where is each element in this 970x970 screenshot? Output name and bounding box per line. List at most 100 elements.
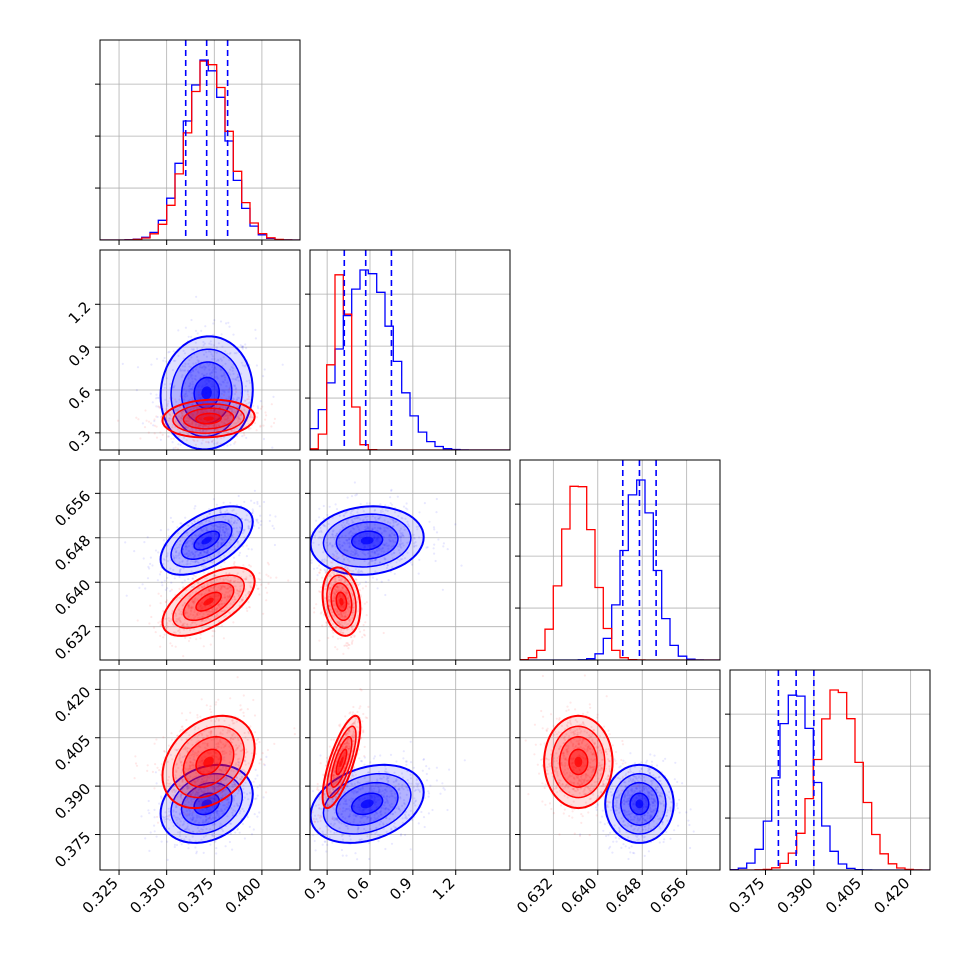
scatter-point xyxy=(225,798,228,802)
scatter-point xyxy=(236,541,239,544)
scatter-point xyxy=(239,526,242,529)
scatter-point xyxy=(211,635,214,638)
scatter-point xyxy=(211,355,214,358)
scatter-point xyxy=(209,409,212,412)
scatter-point xyxy=(316,574,319,577)
scatter-point xyxy=(213,417,216,420)
scatter-point xyxy=(237,592,240,595)
scatter-point xyxy=(375,550,378,553)
scatter-point xyxy=(198,612,201,616)
scatter-point xyxy=(262,763,265,766)
scatter-point xyxy=(249,414,252,417)
scatter-point xyxy=(163,579,166,582)
scatter-point xyxy=(228,596,231,599)
scatter-point xyxy=(230,520,233,523)
scatter-point xyxy=(209,533,212,537)
scatter-point xyxy=(194,443,197,446)
scatter-point xyxy=(196,716,199,719)
scatter-point xyxy=(236,530,239,533)
scatter-point xyxy=(194,374,197,378)
scatter-point xyxy=(379,548,382,551)
scatter-point xyxy=(201,586,204,590)
scatter-point xyxy=(336,552,339,555)
scatter-point xyxy=(187,847,190,850)
scatter-point xyxy=(204,520,207,523)
scatter-point xyxy=(212,410,215,413)
scatter-point xyxy=(318,564,321,567)
scatter-point xyxy=(365,601,368,604)
scatter-point xyxy=(220,369,223,372)
scatter-point xyxy=(295,534,297,536)
scatter-point xyxy=(189,593,192,596)
scatter-point xyxy=(205,527,209,530)
scatter-point xyxy=(247,525,250,529)
scatter-point xyxy=(230,429,233,432)
scatter-point xyxy=(197,396,200,399)
scatter-point xyxy=(184,393,187,396)
scatter-point xyxy=(215,417,218,420)
scatter-point xyxy=(159,438,162,441)
scatter-point xyxy=(223,602,226,605)
scatter-point xyxy=(364,526,367,529)
scatter-point xyxy=(244,343,247,346)
scatter-point xyxy=(204,405,207,408)
scatter-point xyxy=(206,421,209,424)
scatter-point xyxy=(170,588,173,591)
scatter-point xyxy=(205,607,208,610)
scatter-point xyxy=(178,406,182,409)
scatter-point xyxy=(255,429,258,432)
scatter-point xyxy=(234,411,237,414)
scatter-point xyxy=(208,433,211,436)
scatter-point xyxy=(211,423,214,426)
scatter-point xyxy=(240,412,243,415)
scatter-point xyxy=(173,556,176,559)
scatter-point xyxy=(156,821,160,824)
scatter-point xyxy=(190,537,194,540)
scatter-point xyxy=(231,398,234,401)
scatter-point xyxy=(190,348,193,351)
scatter-point xyxy=(201,521,204,524)
scatter-point xyxy=(392,540,395,543)
scatter-point xyxy=(201,397,204,400)
scatter-point xyxy=(214,594,217,598)
scatter-point xyxy=(229,580,232,583)
scatter-point xyxy=(178,553,181,557)
scatter-point xyxy=(223,596,226,599)
scatter-point xyxy=(235,377,238,380)
scatter-point xyxy=(380,531,383,535)
scatter-point xyxy=(255,520,259,523)
scatter-point xyxy=(222,415,225,418)
scatter-point xyxy=(248,564,251,567)
scatter-point xyxy=(190,415,193,418)
scatter-point xyxy=(251,416,254,419)
scatter-point xyxy=(187,420,191,423)
scatter-point xyxy=(219,510,223,513)
scatter-point xyxy=(182,436,186,439)
scatter-point xyxy=(209,708,212,711)
histogram-step-red xyxy=(310,274,510,450)
scatter-point xyxy=(353,635,356,638)
scatter-point xyxy=(227,596,230,599)
scatter-point xyxy=(153,432,156,435)
scatter-point xyxy=(234,417,238,420)
scatter-point xyxy=(249,575,253,578)
scatter-point xyxy=(223,422,226,425)
scatter-point xyxy=(203,424,206,427)
scatter-point xyxy=(204,409,207,412)
scatter-point xyxy=(209,610,212,613)
scatter-point xyxy=(156,415,159,419)
scatter-point xyxy=(164,600,167,603)
scatter-point xyxy=(206,583,209,586)
scatter-point xyxy=(398,559,401,562)
scatter-point xyxy=(377,553,380,556)
scatter-point xyxy=(222,411,225,414)
scatter-point xyxy=(202,612,205,616)
scatter-point xyxy=(235,409,238,412)
scatter-point xyxy=(366,532,369,535)
scatter-point xyxy=(193,598,196,601)
scatter-point xyxy=(182,423,185,426)
scatter-point xyxy=(390,488,393,491)
scatter-point xyxy=(161,584,164,587)
scatter-point xyxy=(224,510,227,513)
panel-content xyxy=(124,489,290,658)
